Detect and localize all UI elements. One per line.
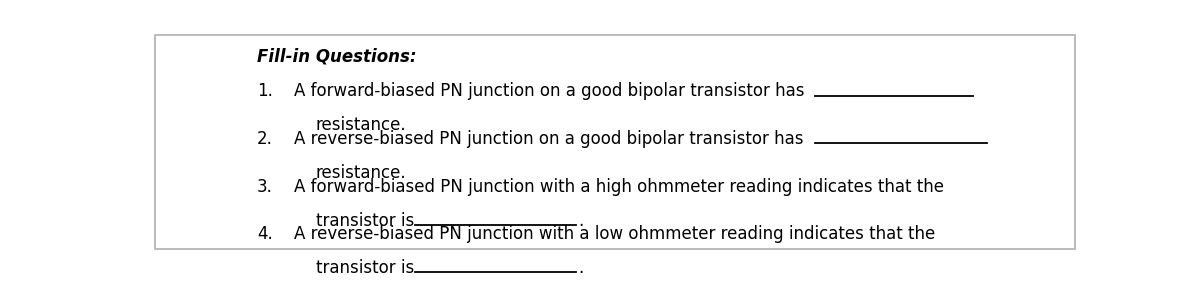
Text: 2.: 2.	[257, 130, 272, 148]
Text: 3.: 3.	[257, 178, 272, 196]
Text: 4.: 4.	[257, 225, 272, 243]
Text: A forward-biased PN junction with a high ohmmeter reading indicates that the: A forward-biased PN junction with a high…	[294, 178, 944, 196]
Text: resistance.: resistance.	[316, 164, 406, 182]
Text: A reverse-biased PN junction with a low ohmmeter reading indicates that the: A reverse-biased PN junction with a low …	[294, 225, 936, 243]
Text: transistor is: transistor is	[316, 259, 414, 277]
Text: A reverse-biased PN junction on a good bipolar transistor has: A reverse-biased PN junction on a good b…	[294, 130, 804, 148]
Text: transistor is: transistor is	[316, 212, 414, 230]
Text: Fill-in Questions:: Fill-in Questions:	[257, 48, 416, 66]
Text: .: .	[578, 212, 584, 230]
Text: A forward-biased PN junction on a good bipolar transistor has: A forward-biased PN junction on a good b…	[294, 82, 805, 100]
Text: 1.: 1.	[257, 82, 272, 100]
FancyBboxPatch shape	[155, 35, 1075, 249]
Text: .: .	[578, 259, 584, 277]
Text: resistance.: resistance.	[316, 116, 406, 134]
